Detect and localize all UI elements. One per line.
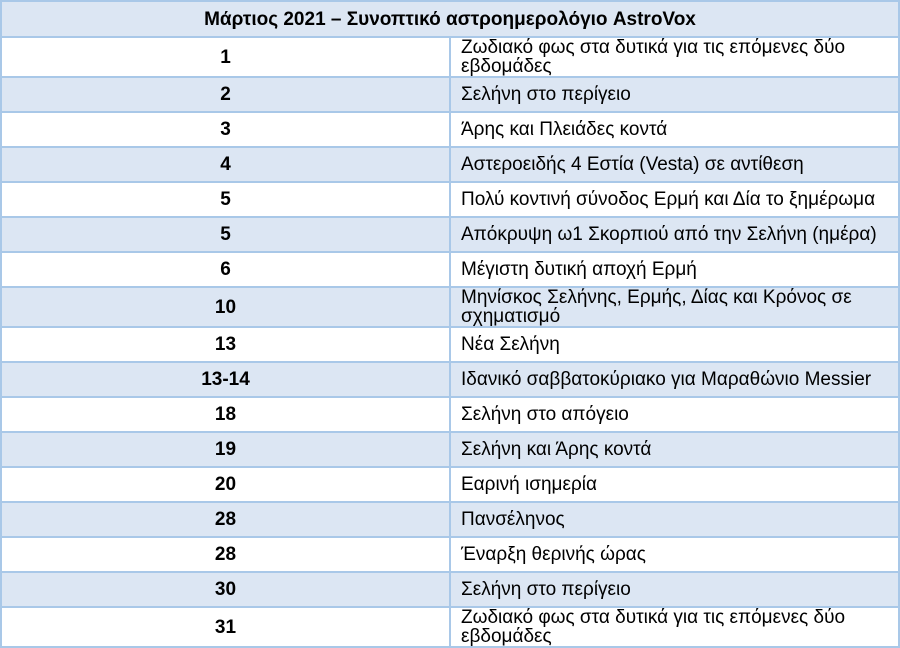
table-row: 6 Μέγιστη δυτική αποχή Ερμή (0, 251, 900, 288)
event-cell: Σελήνη στο απόγειο (449, 396, 900, 433)
day-cell: 28 (0, 536, 451, 573)
day-cell: 5 (0, 216, 451, 253)
event-cell: Αστεροειδής 4 Εστία (Vesta) σε αντίθεση (449, 146, 900, 183)
day-cell: 18 (0, 396, 451, 433)
table-row: 13 Νέα Σελήνη (0, 326, 900, 363)
event-cell: Ιδανικό σαββατοκύριακο για Μαραθώνιο Mes… (449, 361, 900, 398)
table-row: 2 Σελήνη στο περίγειο (0, 76, 900, 113)
event-cell: Πανσέληνος (449, 501, 900, 538)
table-row: 28 Πανσέληνος (0, 501, 900, 538)
event-cell: Εαρινή ισημερία (449, 466, 900, 503)
day-cell: 3 (0, 111, 451, 148)
event-cell: Νέα Σελήνη (449, 326, 900, 363)
event-cell: Άρης και Πλειάδες κοντά (449, 111, 900, 148)
table-row: 19 Σελήνη και Άρης κοντά (0, 431, 900, 468)
day-cell: 1 (0, 36, 451, 78)
event-cell: Ζωδιακό φως στα δυτικά για τις επόμενες … (449, 36, 900, 78)
event-cell: Ζωδιακό φως στα δυτικά για τις επόμενες … (449, 606, 900, 648)
day-cell: 10 (0, 286, 451, 328)
table-row: 31 Ζωδιακό φως στα δυτικά για τις επόμενε… (0, 606, 900, 648)
table-row: 4 Αστεροειδής 4 Εστία (Vesta) σε αντίθεση (0, 146, 900, 183)
table-row: 18 Σελήνη στο απόγειο (0, 396, 900, 433)
event-cell: Σελήνη στο περίγειο (449, 76, 900, 113)
event-cell: Πολύ κοντινή σύνοδος Ερμή και Δία το ξημ… (449, 181, 900, 218)
day-cell: 30 (0, 571, 451, 608)
table-body: 1 Ζωδιακό φως στα δυτικά για τις επόμενες… (0, 36, 900, 648)
day-cell: 2 (0, 76, 451, 113)
event-cell: Μηνίσκος Σελήνης, Ερμής, Δίας και Κρόνος… (449, 286, 900, 328)
table-row: 28 Έναρξη θερινής ώρας (0, 536, 900, 573)
day-cell: 13-14 (0, 361, 451, 398)
table-row: 10 Μηνίσκος Σελήνης, Ερμής, Δίας και Κρόν… (0, 286, 900, 328)
table-row: 5 Πολύ κοντινή σύνοδος Ερμή και Δία το ξη… (0, 181, 900, 218)
day-cell: 6 (0, 251, 451, 288)
event-cell: Σελήνη και Άρης κοντά (449, 431, 900, 468)
event-cell: Απόκρυψη ω1 Σκορπιού από την Σελήνη (ημέ… (449, 216, 900, 253)
event-cell: Μέγιστη δυτική αποχή Ερμή (449, 251, 900, 288)
day-cell: 31 (0, 606, 451, 648)
day-cell: 13 (0, 326, 451, 363)
day-cell: 19 (0, 431, 451, 468)
event-cell: Σελήνη στο περίγειο (449, 571, 900, 608)
table-row: 5 Απόκρυψη ω1 Σκορπιού από την Σελήνη (ημ… (0, 216, 900, 253)
table-title: Μάρτιος 2021 – Συνοπτικό αστροημερολόγιο… (0, 0, 900, 38)
day-cell: 28 (0, 501, 451, 538)
table-row: 30 Σελήνη στο περίγειο (0, 571, 900, 608)
day-cell: 20 (0, 466, 451, 503)
table-row: 1 Ζωδιακό φως στα δυτικά για τις επόμενες… (0, 36, 900, 78)
day-cell: 5 (0, 181, 451, 218)
table-header-row: Μάρτιος 2021 – Συνοπτικό αστροημερολόγιο… (0, 0, 900, 38)
day-cell: 4 (0, 146, 451, 183)
table-row: 3 Άρης και Πλειάδες κοντά (0, 111, 900, 148)
table-row: 13-14 Ιδανικό σαββατοκύριακο για Μαραθώνι… (0, 361, 900, 398)
table-row: 20 Εαρινή ισημερία (0, 466, 900, 503)
event-cell: Έναρξη θερινής ώρας (449, 536, 900, 573)
